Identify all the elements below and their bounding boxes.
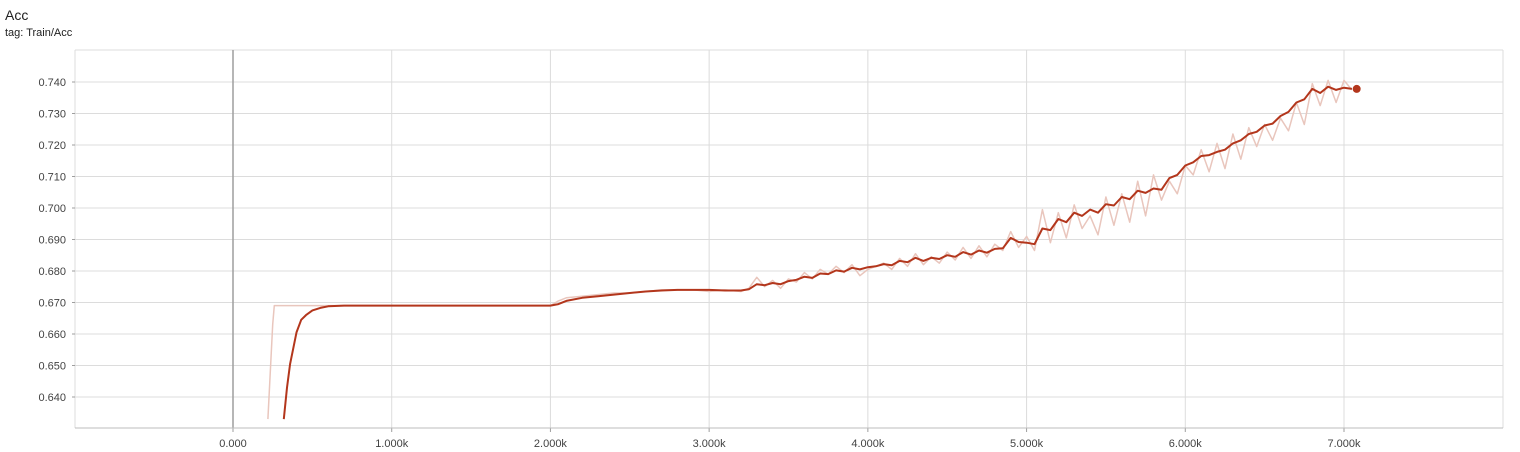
grid-layer [74,49,1504,428]
x-tick-label: 3.000k [693,438,727,450]
smoothed-series-line [282,85,1353,420]
y-tick-label: 0.710 [38,172,66,184]
y-tick-label: 0.660 [38,329,66,341]
x-tick-label: 2.000k [534,438,568,450]
raw-series-line [267,79,1353,420]
y-tick-label: 0.740 [38,77,66,89]
tick-label-layer: 0.640 0.650 0.660 0.670 0.680 0.690 0.700 0.710… [38,77,1361,450]
y-tick-label: 0.700 [38,203,66,215]
x-tick-label: 4.000k [851,438,885,450]
x-tick-label: 5.000k [1010,438,1044,450]
x-tick-label: 6.000k [1169,438,1203,450]
chart-tag-subtitle: tag: Train/Acc [5,27,73,39]
y-tick-label: 0.690 [38,235,66,247]
last-point-marker[interactable] [1352,84,1361,93]
y-tick-label: 0.650 [38,361,66,373]
x-tick-label: 1.000k [375,438,409,450]
series-layer [267,79,1361,420]
y-tick-label: 0.680 [38,266,66,278]
y-tick-label: 0.670 [38,298,66,310]
y-tick-label: 0.730 [38,109,66,121]
y-tick-label: 0.640 [38,392,66,404]
x-tick-label: 7.000k [1327,438,1361,450]
chart-title: Acc [5,7,29,23]
axis-layer [72,81,1503,432]
x-tick-label: 0.000 [219,438,247,450]
y-tick-label: 0.720 [38,140,66,152]
